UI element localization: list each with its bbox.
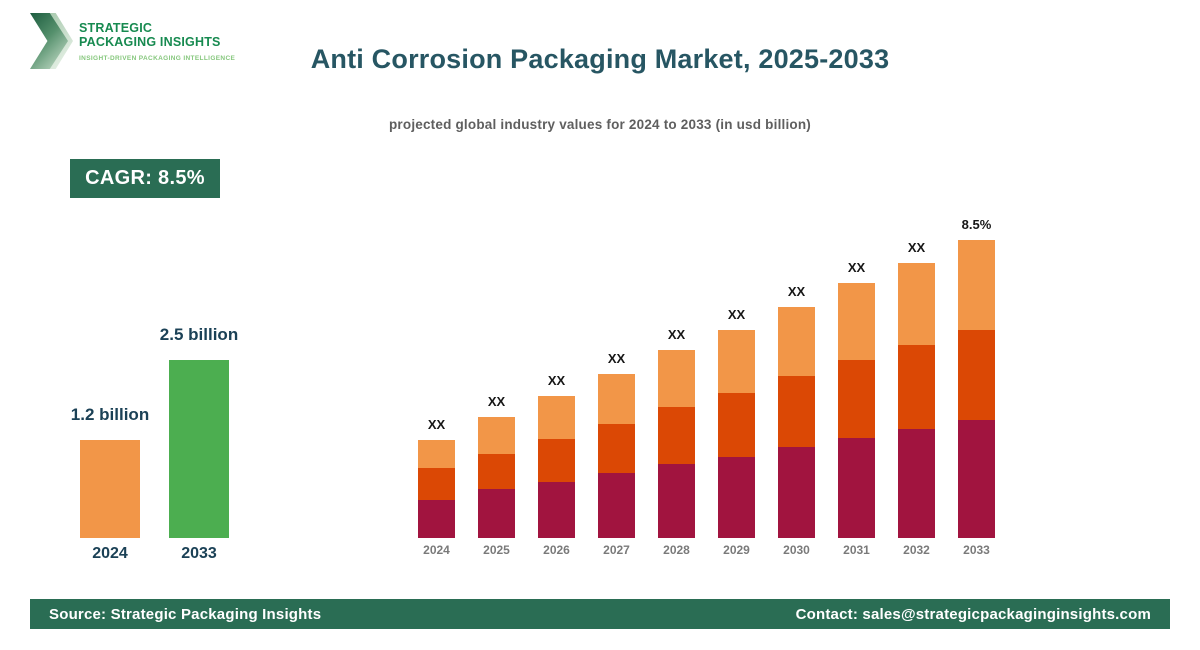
bar-column: XX 2026 (538, 373, 575, 557)
bar-column: XX 2024 (418, 417, 455, 557)
page-subtitle: projected global industry values for 202… (388, 117, 812, 132)
yearly-stacked-bar-chart: XX 2024 XX 2025 XX 2026 XX 2027 XX 2028 (418, 217, 995, 557)
bar-column: XX 2029 (718, 307, 755, 557)
bar-value-label: XX (787, 284, 806, 299)
bar-year-label: 2026 (543, 543, 570, 557)
middle-segment (478, 454, 515, 489)
mini-bar-value-label: 1.2 billion (70, 405, 150, 424)
bottom-segment (598, 473, 635, 538)
top-segment (778, 307, 815, 376)
bar-value-label: XX (427, 417, 446, 432)
brand-text: STRATEGIC PACKAGING INSIGHTS INSIGHT-DRI… (79, 13, 235, 62)
bar-year-label: 2024 (423, 543, 450, 557)
bottom-segment (778, 447, 815, 538)
bottom-segment (538, 482, 575, 538)
bar-value-label: XX (907, 240, 926, 255)
middle-segment (718, 393, 755, 457)
mini-bar-value-label: 2.5 billion (159, 325, 239, 344)
bar-column: XX 2027 (598, 351, 635, 557)
stacked-bar (598, 374, 635, 538)
brand-name-line1: STRATEGIC (79, 21, 153, 35)
stacked-bar (478, 417, 515, 538)
stacked-bar (538, 396, 575, 538)
top-segment (958, 240, 995, 330)
bar-year-label: 2028 (663, 543, 690, 557)
mini-bar-year-label: 2033 (181, 545, 217, 562)
mini-bar-column: 1.2 billion 2024 (71, 405, 149, 562)
bar-value-label: XX (487, 394, 506, 409)
bottom-segment (718, 457, 755, 538)
top-segment (538, 396, 575, 439)
top-segment (478, 417, 515, 454)
growth-comparison-chart: 1.2 billion 2024 2.5 billion 2033 (71, 325, 238, 562)
bar-value-label: XX (547, 373, 566, 388)
top-segment (898, 263, 935, 345)
middle-segment (958, 330, 995, 420)
mini-bar (169, 360, 229, 538)
stacked-bar (898, 263, 935, 538)
bar-year-label: 2032 (903, 543, 930, 557)
bar-column: XX 2031 (838, 260, 875, 557)
middle-segment (598, 424, 635, 473)
bar-year-label: 2029 (723, 543, 750, 557)
bar-year-label: 2025 (483, 543, 510, 557)
bottom-segment (958, 420, 995, 538)
footer-source-text: Source: Strategic Packaging Insights (49, 605, 322, 623)
bottom-segment (838, 438, 875, 538)
stacked-bar (958, 240, 995, 538)
bar-year-label: 2031 (843, 543, 870, 557)
top-segment (838, 283, 875, 360)
bar-year-label: 2033 (963, 543, 990, 557)
bar-column: XX 2030 (778, 284, 815, 557)
stacked-bar (778, 307, 815, 538)
stacked-bar (418, 440, 455, 538)
brand-tagline: INSIGHT-DRIVEN PACKAGING INTELLIGENCE (79, 55, 236, 62)
page-title: Anti Corrosion Packaging Market, 2025-20… (310, 44, 890, 74)
chevron-logo-icon (30, 13, 73, 69)
brand-name-line2: PACKAGING INSIGHTS (79, 34, 221, 49)
top-segment (658, 350, 695, 407)
stacked-bar (718, 330, 755, 538)
footer-contact-text: Contact: sales@strategicpackaginginsight… (795, 605, 1151, 623)
bottom-segment (418, 500, 455, 538)
mini-bar-column: 2.5 billion 2033 (160, 325, 238, 562)
bar-column: XX 2028 (658, 327, 695, 557)
bar-value-label: 8.5% (961, 217, 992, 232)
middle-segment (418, 468, 455, 500)
bottom-segment (478, 489, 515, 538)
middle-segment (658, 407, 695, 464)
top-segment (598, 374, 635, 424)
bar-value-label: XX (667, 327, 686, 342)
middle-segment (538, 439, 575, 482)
stacked-bar (658, 350, 695, 538)
bar-year-label: 2030 (783, 543, 810, 557)
bottom-segment (898, 429, 935, 538)
bar-year-label: 2027 (603, 543, 630, 557)
stacked-bar (838, 283, 875, 538)
cagr-badge: CAGR: 8.5% (70, 159, 220, 198)
middle-segment (838, 360, 875, 438)
footer-bar: Source: Strategic Packaging Insights Con… (30, 599, 1170, 629)
mini-bar (80, 440, 140, 538)
bar-value-label: XX (727, 307, 746, 322)
bar-column: 8.5% 2033 (958, 217, 995, 557)
bar-column: XX 2032 (898, 240, 935, 557)
bar-value-label: XX (607, 351, 626, 366)
bar-column: XX 2025 (478, 394, 515, 557)
mini-bar-year-label: 2024 (92, 545, 128, 562)
middle-segment (778, 376, 815, 447)
middle-segment (898, 345, 935, 429)
bar-value-label: XX (847, 260, 866, 275)
brand-logo: STRATEGIC PACKAGING INSIGHTS INSIGHT-DRI… (30, 13, 235, 69)
bottom-segment (658, 464, 695, 538)
top-segment (418, 440, 455, 468)
top-segment (718, 330, 755, 393)
